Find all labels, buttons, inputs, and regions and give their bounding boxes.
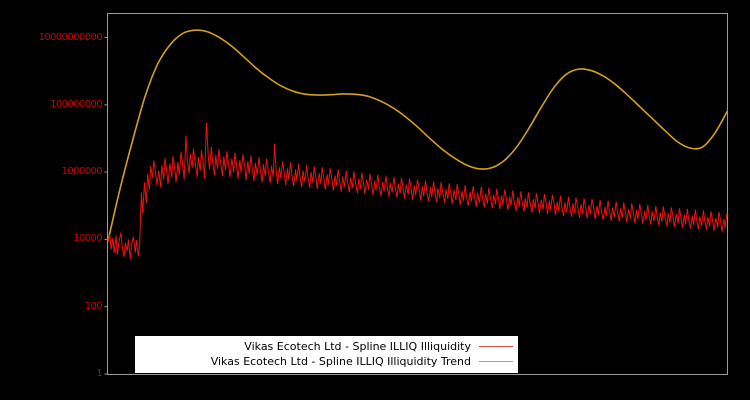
y-axis-tick-label: 100 — [84, 300, 103, 312]
series-line-illiquidity — [107, 122, 728, 260]
y-axis-tick-label: 1 — [96, 368, 102, 379]
legend-item-trend: Vikas Ecotech Ltd - Spline ILLIQ Illiqui… — [140, 354, 513, 369]
legend-label-illiquidity: Vikas Ecotech Ltd - Spline ILLIQ Illiqui… — [244, 340, 471, 353]
legend-item-illiquidity: Vikas Ecotech Ltd - Spline ILLIQ Illiqui… — [140, 339, 513, 354]
y-axis-tick-marks — [104, 37, 108, 375]
y-axis-tick-label: 10000 — [73, 233, 102, 245]
y-axis-tick-label: 1000000 — [61, 166, 103, 178]
legend-swatch-trend — [479, 361, 513, 362]
legend-label-trend: Vikas Ecotech Ltd - Spline ILLIQ Illiqui… — [210, 355, 471, 368]
plot-area-border — [107, 13, 728, 375]
chart-legend: Vikas Ecotech Ltd - Spline ILLIQ Illiqui… — [135, 336, 518, 373]
series-line-trend — [107, 29, 728, 242]
y-axis-tick-label: 100000000 — [50, 98, 102, 110]
y-axis-tick-label: 10000000000 — [38, 31, 103, 43]
legend-swatch-illiquidity — [479, 346, 513, 347]
